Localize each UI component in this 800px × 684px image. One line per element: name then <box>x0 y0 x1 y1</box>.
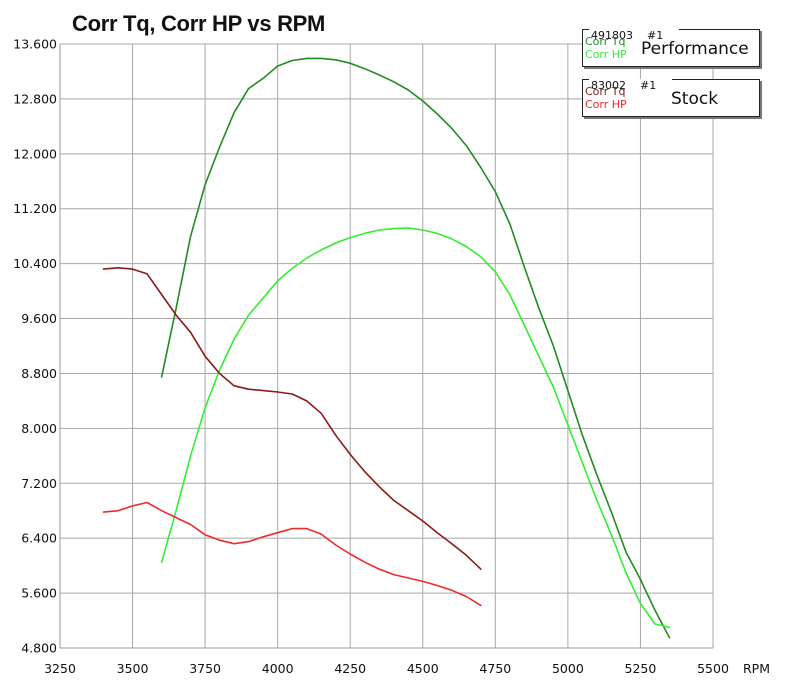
y-tick-label: 5.600 <box>21 586 57 601</box>
legend-performance-tq: Corr Tq <box>585 35 626 48</box>
legend-stock-id: 83002 <box>591 79 626 92</box>
y-tick-label: 7.200 <box>21 476 57 491</box>
series-line-performance-hp <box>160 227 671 629</box>
y-axis-ticks: 13.600 12.800 12.000 11.200 10.400 9.600 8.800… <box>13 37 57 656</box>
legend-performance-name: Performance <box>641 39 749 59</box>
legend-stock-name: Stock <box>671 89 719 109</box>
chart-title: Corr Tq, Corr HP vs RPM <box>72 11 325 36</box>
y-tick-label: 11.200 <box>13 201 57 216</box>
y-tick-label: 12.800 <box>13 91 57 106</box>
legend-stock-run: #1 <box>640 79 657 92</box>
x-tick-label: 4000 <box>262 661 294 676</box>
legend-performance-header: 491803 #1 <box>589 29 680 42</box>
x-axis-label: RPM <box>743 661 770 676</box>
y-tick-label: 6.400 <box>21 531 57 546</box>
legend-performance: 491803 #1 Corr Tq Corr HP Performance <box>582 29 760 67</box>
series-line-performance-tq <box>160 57 671 639</box>
x-tick-label: 3750 <box>189 661 221 676</box>
legend-stock-hp: Corr HP <box>585 98 627 111</box>
y-tick-label: 10.400 <box>13 256 57 271</box>
legend-stock-header: 83002 #1 <box>589 79 673 92</box>
x-tick-label: 5250 <box>625 661 657 676</box>
y-tick-label: 9.600 <box>21 311 57 326</box>
x-tick-label: 3500 <box>117 661 149 676</box>
legend-performance-hp: Corr HP <box>585 48 627 61</box>
legend-stock-tq: Corr Tq <box>585 85 626 98</box>
x-tick-label: 5500 <box>697 661 729 676</box>
y-tick-label: 12.000 <box>13 146 57 161</box>
y-tick-label: 8.800 <box>21 366 57 381</box>
series-line-stock-hp <box>102 501 482 607</box>
x-axis-ticks: 3250 3500 3750 4000 4250 4500 4750 5000 5250 5500 <box>44 661 729 676</box>
series-line-stock-tq <box>102 266 482 570</box>
legend-stock: 83002 #1 Corr Tq Corr HP Stock <box>582 79 760 117</box>
x-tick-label: 4500 <box>407 661 439 676</box>
x-tick-label: 4250 <box>334 661 366 676</box>
grid <box>59 43 714 649</box>
x-tick-label: 3250 <box>44 661 76 676</box>
y-tick-label: 4.800 <box>21 641 57 656</box>
y-tick-label: 8.000 <box>21 421 57 436</box>
x-tick-label: 5000 <box>552 661 584 676</box>
x-tick-label: 4750 <box>479 661 511 676</box>
legend-performance-id: 491803 <box>591 29 633 42</box>
series-lines <box>102 57 671 639</box>
y-tick-label: 13.600 <box>13 37 57 52</box>
legend-performance-run: #1 <box>647 29 664 42</box>
